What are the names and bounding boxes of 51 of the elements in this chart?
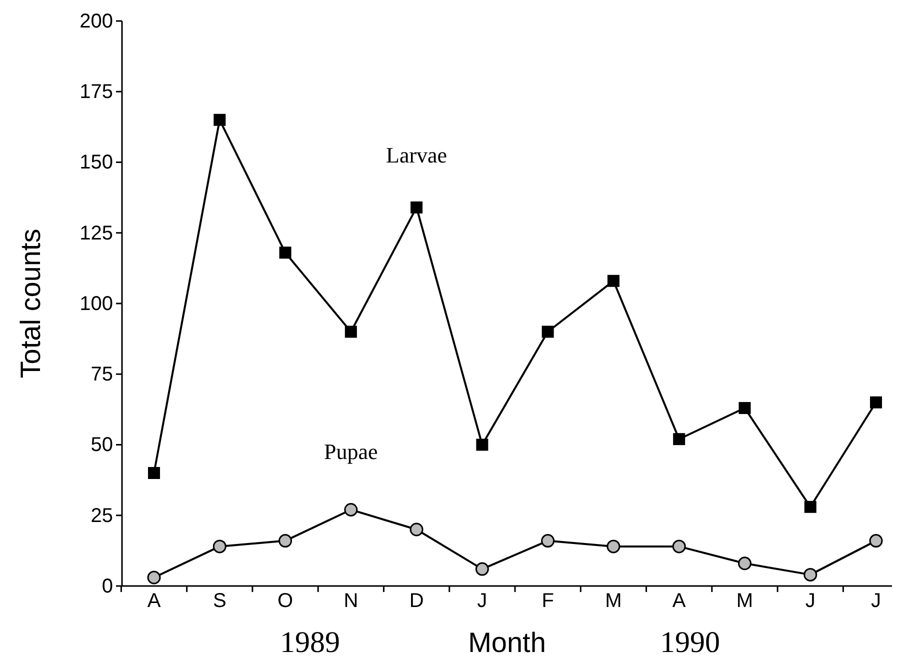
point bbox=[738, 402, 751, 414]
x-tick-label: M bbox=[605, 590, 622, 612]
point bbox=[148, 467, 160, 479]
point bbox=[673, 433, 686, 446]
x-tick-label: J bbox=[477, 590, 488, 612]
point bbox=[672, 540, 686, 554]
point bbox=[475, 562, 489, 576]
point bbox=[212, 540, 226, 554]
x-tick-label: J bbox=[805, 590, 816, 612]
point bbox=[804, 500, 816, 513]
y-tick-label: 25 bbox=[90, 504, 113, 527]
point bbox=[738, 556, 752, 570]
point bbox=[344, 326, 357, 338]
point bbox=[214, 114, 226, 126]
point bbox=[541, 534, 555, 548]
y-axis-title: Total counts bbox=[15, 228, 46, 378]
y-tick-label: 125 bbox=[80, 222, 113, 244]
y-tick-label: 200 bbox=[80, 10, 113, 32]
x-tick-label: J bbox=[871, 590, 881, 612]
text: 1989 bbox=[280, 626, 340, 659]
point bbox=[476, 438, 488, 451]
point bbox=[344, 502, 358, 516]
point bbox=[410, 522, 424, 536]
point bbox=[542, 326, 554, 338]
x-tick-label: D bbox=[409, 590, 424, 612]
point bbox=[147, 570, 161, 584]
point bbox=[607, 274, 620, 287]
y-tick-label: 175 bbox=[80, 81, 113, 104]
x-tick-label: O bbox=[277, 590, 294, 612]
x-tick-label: S bbox=[212, 590, 226, 612]
point bbox=[279, 246, 292, 259]
text: Pupae bbox=[324, 438, 378, 464]
text: 1990 bbox=[660, 626, 720, 659]
point bbox=[410, 201, 423, 214]
x-tick-label: F bbox=[542, 590, 554, 612]
y-tick-label: 100 bbox=[80, 292, 113, 315]
point bbox=[606, 540, 620, 554]
x-axis-title: Month bbox=[468, 627, 546, 658]
y-tick-label: 150 bbox=[80, 152, 113, 174]
point bbox=[278, 534, 292, 548]
y-tick-label: 50 bbox=[90, 434, 113, 456]
y-tick-label: 0 bbox=[102, 575, 113, 598]
point bbox=[869, 534, 883, 548]
y-tick-label: 75 bbox=[90, 364, 113, 386]
x-tick-label: N bbox=[344, 590, 358, 612]
point bbox=[804, 568, 818, 582]
x-tick-label: M bbox=[736, 590, 754, 612]
series-label: Larvae bbox=[386, 142, 448, 168]
x-tick-label: A bbox=[147, 590, 162, 612]
x-tick-label: A bbox=[672, 590, 686, 612]
point bbox=[870, 396, 882, 408]
